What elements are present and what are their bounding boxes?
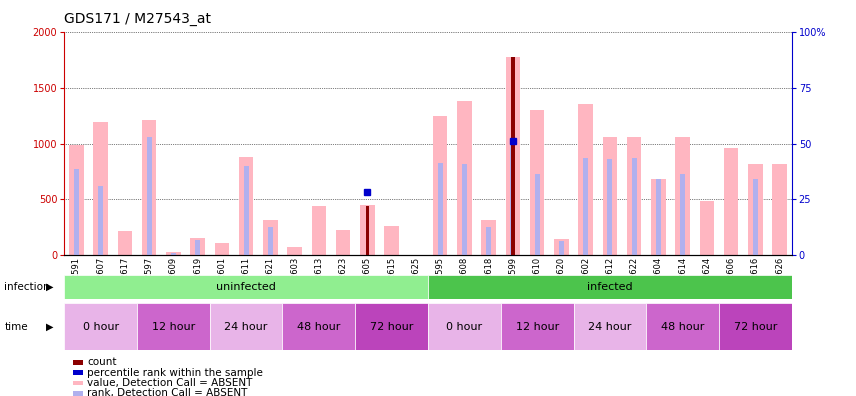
Bar	[428, 275, 792, 299]
Bar	[195, 240, 200, 255]
Bar	[753, 179, 758, 255]
Bar	[559, 241, 564, 255]
Bar	[263, 220, 277, 255]
Bar	[433, 116, 448, 255]
Bar	[603, 137, 617, 255]
Text: 24 hour: 24 hour	[588, 322, 632, 332]
Bar	[748, 164, 763, 255]
Text: 0 hour: 0 hour	[446, 322, 483, 332]
Text: count: count	[87, 357, 116, 367]
Bar	[366, 206, 369, 255]
Bar	[74, 169, 79, 255]
Bar	[481, 220, 496, 255]
Bar	[355, 303, 428, 350]
Text: 48 hour: 48 hour	[661, 322, 704, 332]
Bar	[282, 303, 355, 350]
Text: GDS171 / M27543_at: GDS171 / M27543_at	[64, 12, 211, 26]
Bar	[486, 227, 491, 255]
Bar	[64, 303, 137, 350]
Bar	[98, 186, 103, 255]
Bar	[656, 179, 661, 255]
Bar	[457, 101, 472, 255]
Bar	[69, 145, 84, 255]
Bar	[574, 303, 646, 350]
Text: infection: infection	[4, 282, 50, 292]
Bar	[336, 230, 350, 255]
Bar	[501, 303, 574, 350]
Bar	[608, 159, 612, 255]
Bar	[171, 253, 175, 255]
Text: rank, Detection Call = ABSENT: rank, Detection Call = ABSENT	[87, 388, 247, 396]
Bar	[511, 57, 514, 255]
Bar	[268, 227, 273, 255]
Bar	[437, 163, 443, 255]
Bar	[579, 105, 593, 255]
Text: 0 hour: 0 hour	[82, 322, 119, 332]
Text: 72 hour: 72 hour	[734, 322, 777, 332]
Bar	[462, 164, 467, 255]
Bar	[117, 231, 132, 255]
Text: infected: infected	[587, 282, 633, 292]
Bar	[699, 201, 714, 255]
Bar	[142, 120, 157, 255]
Text: value, Detection Call = ABSENT: value, Detection Call = ABSENT	[87, 378, 253, 388]
Bar	[64, 275, 428, 299]
Bar	[510, 141, 515, 255]
Text: time: time	[4, 322, 28, 332]
Text: 12 hour: 12 hour	[515, 322, 559, 332]
Text: 24 hour: 24 hour	[224, 322, 268, 332]
Text: ▶: ▶	[46, 282, 53, 292]
Bar	[312, 206, 326, 255]
Bar	[190, 238, 205, 255]
Bar	[651, 179, 666, 255]
Bar	[506, 57, 520, 255]
Bar	[288, 247, 302, 255]
Bar	[166, 252, 181, 255]
Bar	[360, 205, 375, 255]
Bar	[627, 137, 641, 255]
Text: ▶: ▶	[46, 322, 53, 332]
Bar	[93, 122, 108, 255]
Bar	[215, 243, 229, 255]
Bar	[210, 303, 282, 350]
Bar	[137, 303, 210, 350]
Text: 72 hour: 72 hour	[370, 322, 413, 332]
Bar	[681, 174, 685, 255]
Bar	[146, 137, 152, 255]
Bar	[719, 303, 792, 350]
Bar	[535, 174, 539, 255]
Text: percentile rank within the sample: percentile rank within the sample	[87, 367, 263, 378]
Bar	[646, 303, 719, 350]
Bar	[724, 148, 739, 255]
Bar	[244, 166, 248, 255]
Bar	[530, 110, 544, 255]
Bar	[675, 137, 690, 255]
Bar	[554, 239, 568, 255]
Bar	[428, 303, 501, 350]
Bar	[772, 164, 787, 255]
Bar	[583, 158, 588, 255]
Text: uninfected: uninfected	[217, 282, 276, 292]
Bar	[632, 158, 637, 255]
Bar	[384, 226, 399, 255]
Text: 12 hour: 12 hour	[152, 322, 195, 332]
Bar	[239, 157, 253, 255]
Text: 48 hour: 48 hour	[297, 322, 341, 332]
